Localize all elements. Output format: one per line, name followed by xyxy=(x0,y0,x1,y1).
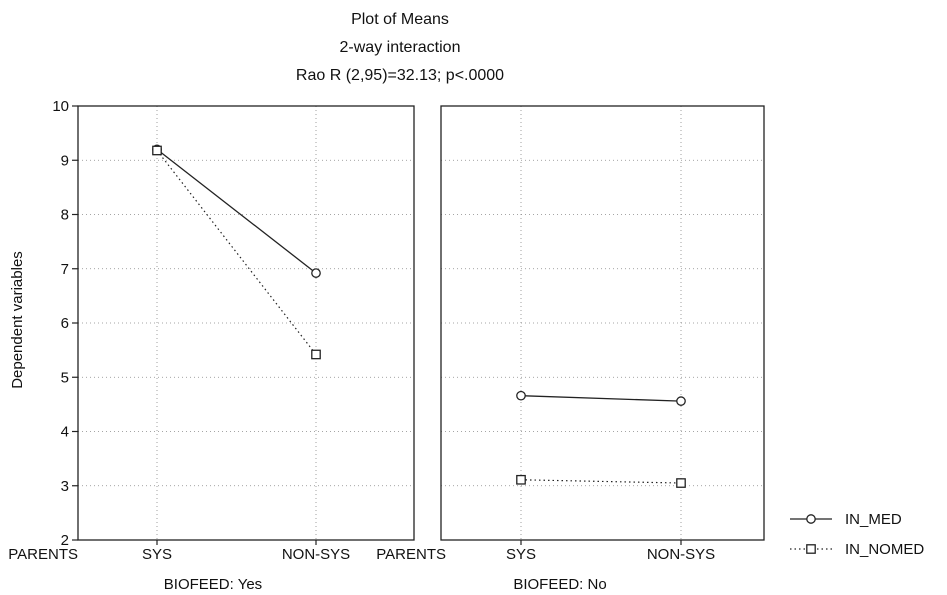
legend-label: IN_NOMED xyxy=(845,541,924,558)
x-axis-label: BIOFEED: No xyxy=(513,576,606,593)
y-tick-label: 6 xyxy=(61,315,69,332)
x-factor-label: PARENTS xyxy=(376,546,446,563)
y-tick-label: 10 xyxy=(52,98,69,115)
data-point-square xyxy=(516,474,526,485)
x-tick-label: SYS xyxy=(506,546,536,563)
data-point-square xyxy=(152,145,162,156)
y-tick-label: 5 xyxy=(61,369,69,386)
y-tick-label: 9 xyxy=(61,152,69,169)
x-axis-label: BIOFEED: Yes xyxy=(164,576,262,593)
x-factor-label: PARENTS xyxy=(8,546,78,563)
data-point-square xyxy=(311,349,321,360)
plot-frame xyxy=(440,105,765,541)
legend-marker-square xyxy=(806,544,816,554)
series-line xyxy=(520,479,682,484)
legend-marker-circle xyxy=(806,514,816,524)
series-line xyxy=(520,395,682,402)
series-line xyxy=(156,150,317,355)
legend-item: IN_MED xyxy=(790,511,902,528)
data-point-circle xyxy=(676,396,686,406)
y-tick-label: 8 xyxy=(61,207,69,224)
data-point-circle xyxy=(516,390,526,401)
y-tick-label: 4 xyxy=(61,424,69,441)
data-point-circle xyxy=(311,268,321,278)
x-tick-label: SYS xyxy=(142,546,172,563)
x-tick-label: NON-SYS xyxy=(647,546,715,563)
legend-item: IN_NOMED xyxy=(790,541,924,558)
legend-label: IN_MED xyxy=(845,511,902,528)
legend: IN_MED IN_NOMED xyxy=(790,511,924,558)
chart-title: Plot of Means xyxy=(351,11,449,28)
y-axis-label: Dependent variables xyxy=(9,251,26,389)
chart-subtitle: 2-way interaction xyxy=(340,39,461,56)
panels-layer: 2 3 4 5 6 7 8 9 10 PARENTS SYS NON-SYS BIOFEED: Yes P… xyxy=(8,98,765,593)
series-line xyxy=(156,148,317,274)
chart-statistic: Rao R (2,95)=32.13; p<.0000 xyxy=(296,67,504,84)
panel-1: 2 3 4 5 6 7 8 9 10 PARENTS SYS NON-SYS BIOFEED: Yes xyxy=(8,98,415,593)
panel-2: PARENTS SYS NON-SYS BIOFEED: No xyxy=(376,105,765,593)
data-point-square xyxy=(676,478,686,488)
x-tick-label: NON-SYS xyxy=(282,546,350,563)
y-tick-label: 3 xyxy=(61,478,69,495)
y-tick-label: 2 xyxy=(61,532,69,549)
y-tick-label: 7 xyxy=(61,261,69,278)
